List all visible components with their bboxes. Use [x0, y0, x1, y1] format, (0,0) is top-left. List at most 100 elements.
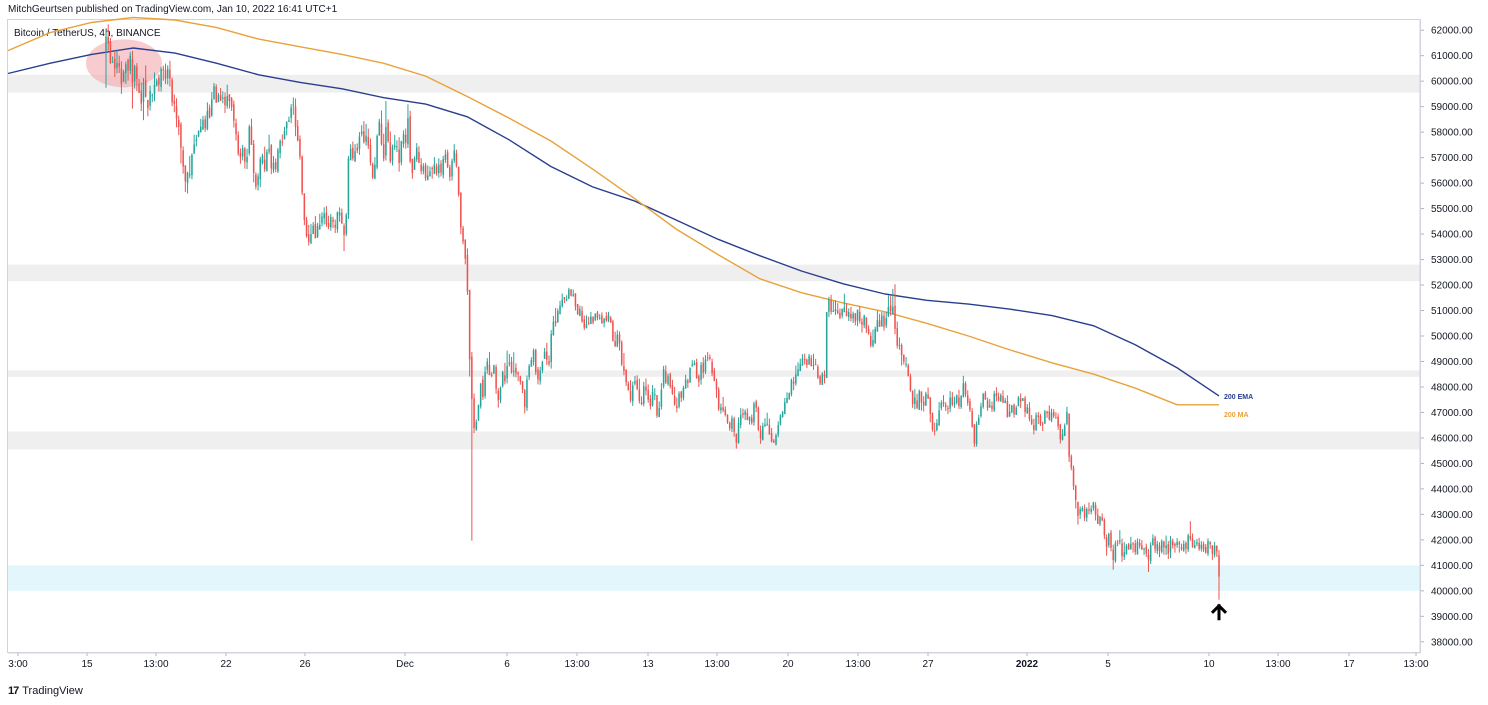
candle-body: [530, 360, 533, 367]
candle-body: [332, 219, 334, 222]
candle-body: [374, 164, 376, 179]
candle-body: [931, 412, 934, 430]
candle-body: [219, 94, 222, 101]
candle-body: [1156, 543, 1159, 552]
candle-body: [330, 216, 332, 228]
candle-body: [466, 254, 469, 292]
candle-body: [680, 391, 683, 398]
candle-body: [202, 119, 204, 130]
candle-body: [1158, 545, 1161, 551]
candle-body: [226, 96, 228, 106]
candle-body: [261, 155, 264, 164]
candle-body: [1070, 456, 1073, 468]
candle-body: [914, 397, 916, 405]
candle-body: [1110, 532, 1112, 548]
x-tick-label: 13:00: [1265, 659, 1290, 670]
candle-body: [792, 381, 795, 384]
candle-body: [354, 151, 356, 162]
candle-body: [1015, 407, 1018, 415]
candle-body: [962, 383, 965, 397]
y-tick-label: 50000.00: [1431, 332, 1473, 343]
y-tick-label: 47000.00: [1431, 408, 1473, 419]
candle-body: [673, 396, 676, 405]
candle-body: [482, 379, 484, 397]
candle-body: [464, 239, 467, 259]
candle-body: [274, 161, 277, 170]
candle-body: [241, 147, 244, 157]
candle-body: [898, 344, 901, 346]
candle-body: [1083, 508, 1086, 518]
candle-body: [1108, 534, 1110, 546]
candle-body: [788, 393, 790, 399]
candle-body: [345, 214, 348, 235]
candle-body: [735, 433, 738, 443]
candle-body: [424, 164, 427, 179]
candle-body: [521, 381, 524, 390]
candle-body: [228, 94, 231, 102]
candle-body: [471, 356, 473, 399]
candle-body: [541, 361, 544, 371]
candle-body: [477, 405, 480, 420]
candle-body: [1022, 398, 1024, 401]
candle-body: [953, 402, 956, 404]
candle-body: [1030, 419, 1033, 424]
candle-body: [731, 418, 733, 430]
candle-body: [299, 139, 301, 157]
candle-body: [484, 372, 486, 397]
candle-body: [1090, 508, 1092, 512]
candle-body: [773, 440, 775, 443]
candle-body: [977, 417, 980, 425]
candle-body: [515, 367, 517, 374]
candle-body: [396, 146, 398, 148]
candle-body: [925, 393, 927, 406]
candle-body: [1160, 540, 1163, 553]
candle-body: [191, 154, 193, 176]
candle-body: [1044, 411, 1046, 424]
candle-body: [982, 394, 984, 407]
up-arrow-icon: [1210, 603, 1228, 621]
candle-body: [1202, 544, 1205, 550]
candle-body: [905, 364, 907, 366]
candle-body: [257, 176, 259, 186]
candle-body: [422, 166, 425, 172]
candle-body: [839, 312, 841, 318]
candle-body: [360, 131, 363, 134]
candle-body: [111, 62, 114, 64]
candle-body: [382, 144, 385, 159]
candle-body: [598, 317, 601, 319]
candle-body: [821, 373, 824, 385]
candle-body: [669, 374, 671, 387]
candle-body: [321, 216, 323, 224]
candle-body: [1026, 407, 1029, 414]
candle-body: [446, 152, 449, 167]
candle-body: [539, 370, 541, 381]
price-chart[interactable]: 200 EMA 200 MA 62000.00 61000.00 60000.00 590…: [0, 0, 1488, 684]
y-tick-label: 41000.00: [1431, 561, 1473, 572]
candle-body: [462, 227, 464, 242]
candle-body: [647, 390, 649, 400]
candle-body: [916, 400, 918, 408]
candle-body: [876, 320, 879, 332]
candle-body: [825, 312, 828, 378]
candle-body: [204, 119, 206, 129]
candle-body: [858, 312, 861, 322]
candle-body: [488, 364, 491, 375]
candle-body: [744, 411, 746, 415]
candle-body: [380, 123, 383, 145]
candle-body: [739, 414, 742, 425]
candle-body: [570, 289, 572, 296]
candle-body: [338, 212, 341, 216]
candle-body: [1052, 411, 1055, 417]
candle-body: [296, 126, 299, 141]
candle-body: [1180, 547, 1183, 550]
candle-body: [415, 147, 418, 160]
x-tick-label: 13: [642, 659, 654, 670]
candle-body: [193, 144, 195, 154]
candle-body: [1059, 424, 1062, 440]
candle-body: [629, 391, 632, 401]
candle-body: [125, 64, 127, 74]
candle-body: [288, 120, 290, 122]
candle-body: [634, 381, 636, 384]
candle-body: [993, 393, 995, 411]
candle-body: [1057, 416, 1059, 427]
